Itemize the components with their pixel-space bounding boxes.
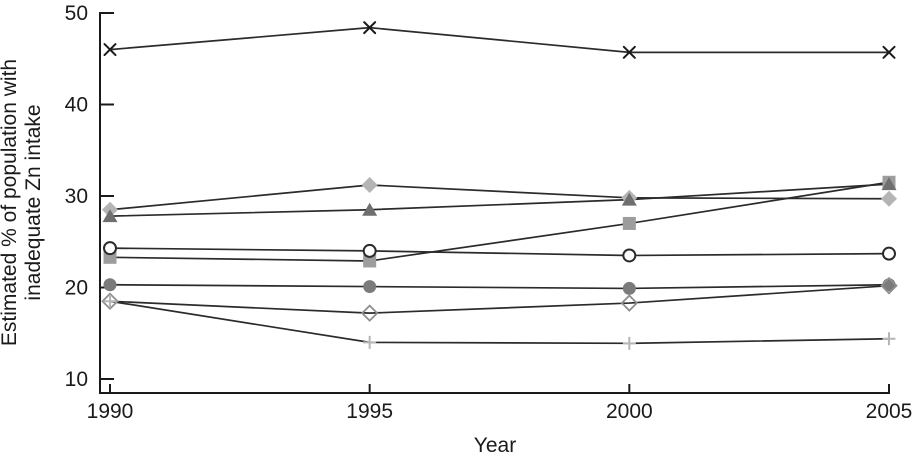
- series-filled-circle-point-2000: [622, 281, 636, 295]
- series-filled-triangle-point-2000: [621, 192, 637, 206]
- series-filled-triangle: [102, 177, 897, 223]
- series-open-diamond: [101, 276, 898, 322]
- series-x-cross-point-1995: [363, 21, 377, 35]
- series-filled-square-point-1995: [363, 254, 377, 268]
- series-x-cross: [103, 21, 896, 59]
- series-filled-circle-line: [109, 283, 890, 290]
- series-filled-square-line: [109, 181, 890, 262]
- series-x-cross-point-2005: [882, 45, 896, 59]
- series-plus-point-2000: [622, 336, 636, 350]
- series-filled-diamond-point-1995: [361, 177, 378, 194]
- series-filled-square-point-2000: [622, 216, 636, 230]
- series-filled-triangle-point-1995: [362, 202, 378, 216]
- x-tick-label: 2005: [866, 400, 913, 423]
- x-axis-label: Year: [474, 434, 516, 457]
- series-x-cross-line: [109, 26, 889, 54]
- series-filled-circle-point-1990: [103, 278, 117, 292]
- series-open-circle-line: [109, 247, 890, 257]
- y-tick-label: 20: [65, 277, 88, 300]
- series-plus-point-1995: [363, 335, 377, 349]
- series-open-circle-point-2000: [622, 248, 637, 263]
- series-plus-point-2005: [882, 332, 896, 346]
- series-x-cross-point-1990: [103, 43, 117, 57]
- series-filled-triangle-point-1990: [102, 209, 118, 223]
- series-filled-circle-point-1995: [363, 280, 377, 294]
- series-open-diamond-point-2005: [880, 276, 898, 295]
- y-tick-label: 50: [65, 2, 88, 25]
- series-plus: [103, 294, 896, 350]
- y-axis-label-line1: Estimated % of population with: [0, 59, 21, 346]
- series-open-circle-point-1990: [103, 241, 117, 256]
- axis-frame: [99, 12, 890, 394]
- series-x-cross-point-2000: [622, 45, 636, 59]
- series-filled-diamond: [102, 177, 897, 218]
- y-tick-label: 10: [65, 368, 88, 391]
- y-axis-label-line2: inadequate Zn intake: [22, 104, 45, 300]
- series-filled-triangle-line: [109, 183, 890, 217]
- x-tick-label: 2000: [606, 400, 653, 423]
- series-open-diamond-line: [109, 284, 890, 314]
- series-open-circle-point-2005: [882, 246, 896, 261]
- series-plus-line: [109, 300, 890, 345]
- series-open-diamond-point-1995: [360, 304, 379, 322]
- y-tick-label: 30: [65, 185, 88, 208]
- y-tick-label: 40: [65, 94, 88, 117]
- series-filled-circle: [103, 278, 896, 295]
- x-tick-label: 1995: [346, 400, 393, 423]
- series-filled-diamond-point-2005: [881, 190, 897, 207]
- series-open-circle-point-1995: [362, 243, 377, 258]
- series-filled-diamond-line: [109, 184, 890, 211]
- series-plus-point-1990: [103, 294, 117, 308]
- x-tick-label: 1990: [87, 400, 134, 423]
- series-open-diamond-point-1990: [101, 292, 119, 310]
- series-open-diamond-point-2000: [620, 294, 639, 312]
- series-open-circle: [103, 241, 896, 263]
- series-filled-triangle-point-2005: [881, 177, 897, 191]
